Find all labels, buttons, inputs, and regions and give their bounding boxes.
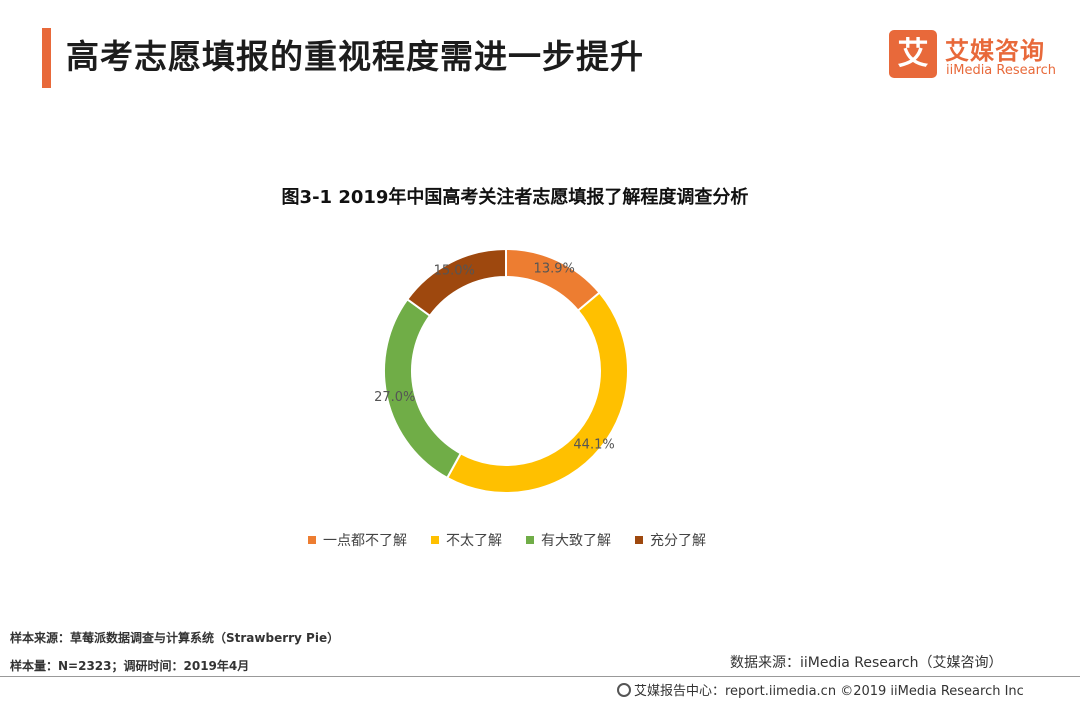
chart-legend: 一点都不了解 不太了解 有大致了解 充分了解 (0, 530, 1014, 550)
label-general: 27.0% (374, 390, 415, 405)
legend-swatch (308, 536, 316, 544)
sample-source-note: 样本来源：草莓派数据调查与计算系统（Strawberry Pie） (10, 631, 340, 645)
legend-label: 一点都不了解 (323, 533, 407, 549)
label-full: 15.0% (434, 263, 475, 278)
iimedia-logo: 艾 艾媒咨询 iiMedia Research (889, 30, 1064, 82)
slice-full (405, 247, 507, 318)
data-source-note: 数据来源：iiMedia Research（艾媒咨询） (730, 655, 1003, 671)
legend-not-much: 不太了解 (431, 530, 502, 550)
logo-name: 艾媒咨询 (945, 37, 1045, 65)
label-not-at-all: 13.9% (534, 262, 575, 277)
chart-title: 图3-1 2019年中国高考关注者志愿填报了解程度调查分析 (281, 187, 749, 208)
footer-text: 艾媒报告中心：report.iimedia.cn ©2019 iiMedia R… (634, 684, 1024, 699)
footer: 艾媒报告中心：report.iimedia.cn ©2019 iiMedia R… (617, 680, 1024, 699)
legend-full: 充分了解 (635, 530, 706, 550)
title-accent-bar (42, 28, 51, 88)
slice-not-much (445, 291, 629, 494)
logo-mark: 艾 (889, 30, 937, 78)
slice-not-at-all (505, 247, 601, 313)
legend-swatch (635, 536, 643, 544)
legend-label: 充分了解 (650, 533, 706, 549)
legend-label: 不太了解 (446, 533, 502, 549)
slice-general (383, 297, 463, 480)
legend-swatch (526, 536, 534, 544)
footer-divider (0, 676, 1080, 677)
legend-label: 有大致了解 (541, 533, 611, 549)
label-not-much: 44.1% (573, 437, 614, 452)
page-title: 高考志愿填报的重视程度需进一步提升 (66, 37, 644, 76)
globe-icon (617, 682, 631, 697)
legend-swatch (431, 536, 439, 544)
legend-general: 有大致了解 (526, 530, 611, 550)
legend-not-at-all: 一点都不了解 (308, 530, 407, 550)
logo-subtitle: iiMedia Research (946, 63, 1057, 78)
sample-size-note: 样本量：N=2323；调研时间：2019年4月 (10, 659, 250, 673)
